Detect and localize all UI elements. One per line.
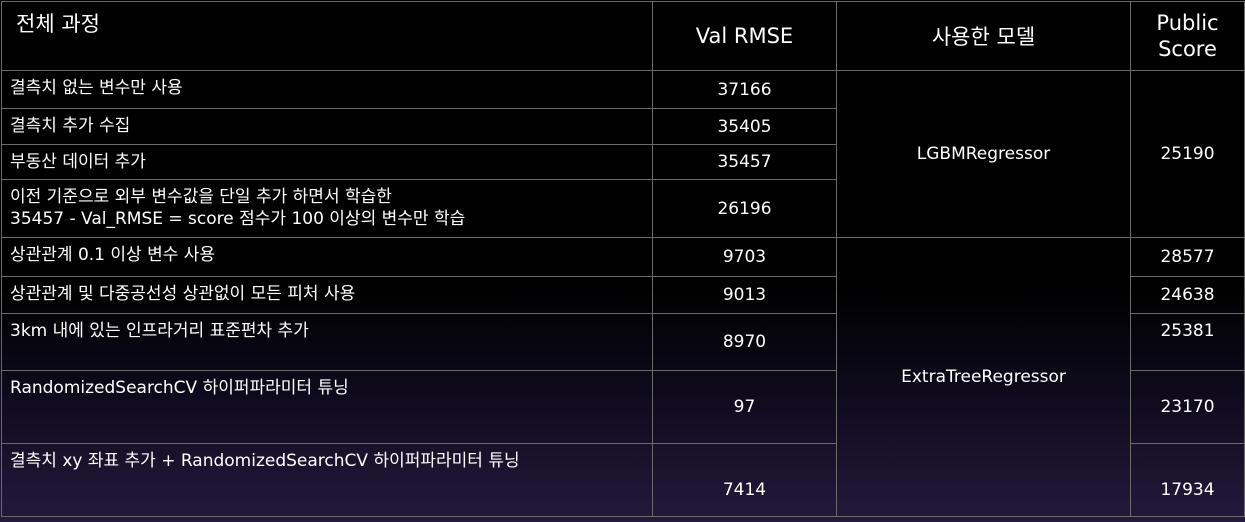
header-public-score-line2: Score <box>1158 37 1217 61</box>
row-public-score: 28577 <box>1130 237 1245 277</box>
public-score-lgbm: 25190 <box>1130 70 1245 238</box>
row-val-rmse: 97 <box>652 370 837 444</box>
row-process: 결측치 추가 수집 <box>1 108 653 145</box>
row-process: 결측치 없는 변수만 사용 <box>1 70 653 109</box>
row-public-score: 24638 <box>1130 276 1245 314</box>
row-val-rmse: 7414 <box>652 443 837 517</box>
table-row: 상관관계 0.1 이상 변수 사용 9703 ExtraTreeRegresso… <box>1 237 1245 517</box>
table-row: 3km 내에 있는 인프라거리 표준편차 추가 8970 25381 <box>1 313 1245 371</box>
row-val-rmse: 35457 <box>652 144 837 180</box>
header-model: 사용한 모델 <box>836 1 1131 71</box>
table-row: 결측치 xy 좌표 추가 + RandomizedSearchCV 하이퍼파라미… <box>1 443 1245 517</box>
model-extratree: ExtraTreeRegressor <box>836 237 1131 517</box>
table-row: 결측치 추가 수집 35405 <box>1 108 1245 145</box>
row-val-rmse: 8970 <box>652 313 837 371</box>
row-public-score: 23170 <box>1130 370 1245 444</box>
header-process: 전체 과정 <box>1 1 653 71</box>
table-row: 상관관계 및 다중공선성 상관없이 모든 피처 사용 9013 24638 <box>1 276 1245 314</box>
row-process: 상관관계 및 다중공선성 상관없이 모든 피처 사용 <box>1 276 653 314</box>
row-val-rmse: 9013 <box>652 276 837 314</box>
row-val-rmse: 9703 <box>652 237 837 277</box>
row-val-rmse: 37166 <box>652 70 837 109</box>
row-process: 이전 기준으로 외부 변수값을 단일 추가 하면서 학습한 35457 - Va… <box>1 179 653 238</box>
row-process: 3km 내에 있는 인프라거리 표준편차 추가 <box>1 313 653 371</box>
header-public-score: Public Score <box>1130 1 1245 71</box>
row-val-rmse: 26196 <box>652 179 837 238</box>
row-process-line2: 35457 - Val_RMSE = score 점수가 100 이상의 변수만… <box>10 209 466 229</box>
row-val-rmse: 35405 <box>652 108 837 145</box>
model-lgbm: LGBMRegressor <box>836 70 1131 238</box>
row-process: 부동산 데이터 추가 <box>1 144 653 180</box>
table-row: 이전 기준으로 외부 변수값을 단일 추가 하면서 학습한 35457 - Va… <box>1 179 1245 238</box>
row-public-score: 17934 <box>1130 443 1245 517</box>
header-row: 전체 과정 Val RMSE 사용한 모델 Public Score <box>1 1 1245 71</box>
table-row: 결측치 없는 변수만 사용 37166 LGBMRegressor 25190 <box>1 70 1245 238</box>
row-process: RandomizedSearchCV 하이퍼파라미터 튜닝 <box>1 370 653 444</box>
row-process-line1: 이전 기준으로 외부 변수값을 단일 추가 하면서 학습한 <box>10 187 392 207</box>
header-val-rmse: Val RMSE <box>652 1 837 71</box>
row-process: 결측치 xy 좌표 추가 + RandomizedSearchCV 하이퍼파라미… <box>1 443 653 517</box>
header-public-score-line1: Public <box>1156 11 1219 35</box>
row-process: 상관관계 0.1 이상 변수 사용 <box>1 237 653 277</box>
row-public-score: 25381 <box>1130 313 1245 371</box>
